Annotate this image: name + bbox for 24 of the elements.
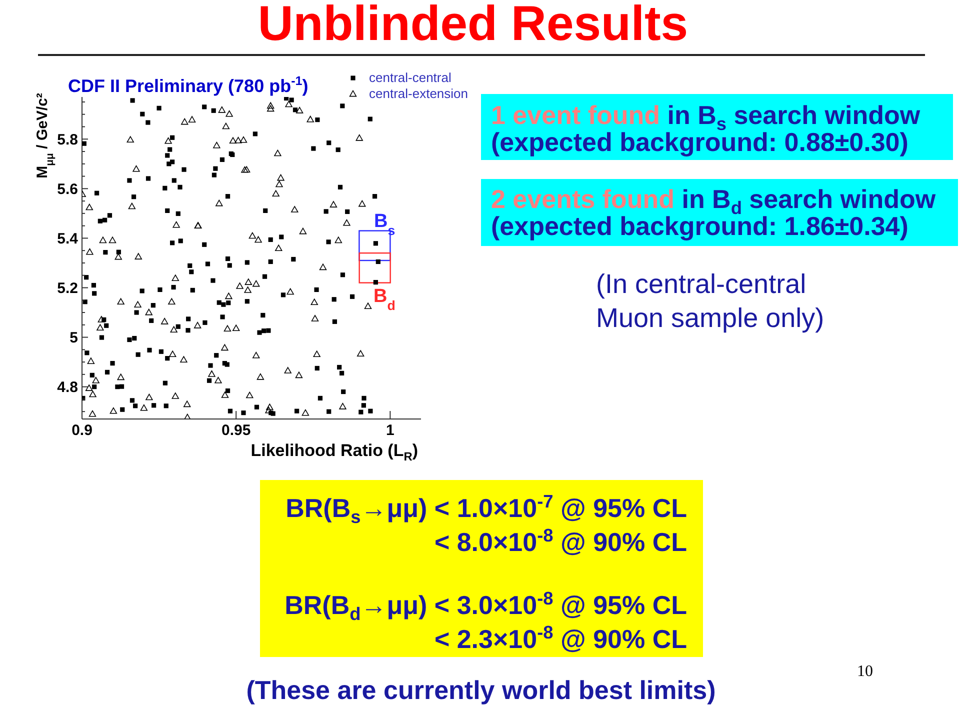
y-tick-label: 4.8: [57, 379, 78, 396]
series-label: B$_{d}$: [373, 286, 396, 312]
text: 2 events found: [491, 184, 674, 214]
text: < 2.3×10$^{-8}$ @ 90% CL: [434, 622, 687, 654]
legend-label: central-extension: [369, 86, 468, 102]
y-tick-label: 5.2: [57, 280, 78, 298]
y-tick-label: 5: [70, 330, 78, 347]
legend-label: central-central: [369, 70, 452, 86]
x-tick-label: 1: [386, 422, 394, 439]
text: 1 event found: [491, 100, 660, 130]
x-axis-title: Likelihood Ratio (L$_{R}$): [250, 441, 418, 464]
y-tick-label: 5.8: [57, 132, 78, 149]
text: BR(B$_{s}$→μμ) < 1.0×10$^{-7}$ @ 95% CL: [286, 491, 687, 528]
text: (These are currently world best limits): [246, 675, 716, 705]
text: 10: [857, 663, 873, 680]
y-tick-label: 5.6: [57, 181, 78, 198]
chart-title: Unblinded Results: [256, 0, 690, 51]
text: < 8.0×10$^{-8}$ @ 90% CL: [434, 525, 687, 557]
x-tick-label: 0.9: [72, 422, 92, 439]
x-tick-label: 0.95: [221, 422, 251, 439]
text: BR(B$_{d}$→μμ) < 3.0×10$^{-8}$ @ 95% CL: [284, 588, 687, 624]
chart-subtitle: CDF II Preliminary (780 pb$^{-1}$): [68, 74, 308, 96]
text: (In central-central Muon sample only): [596, 269, 824, 333]
y-tick-label: 5.4: [57, 230, 79, 248]
